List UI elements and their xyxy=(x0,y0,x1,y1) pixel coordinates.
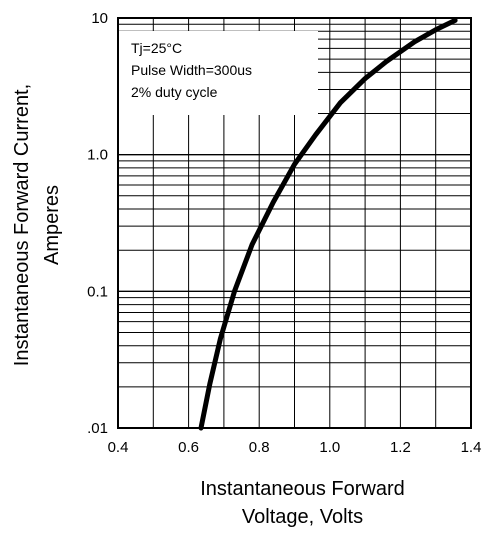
series-line-0 xyxy=(198,17,458,431)
x-tick-label: 1.0 xyxy=(319,439,340,456)
x-axis-title: Instantaneous Forward xyxy=(200,478,405,500)
y-tick-label: 1.0 xyxy=(87,147,108,164)
x-axis-title: Voltage, Volts xyxy=(242,506,363,528)
y-tick-label: 0.1 xyxy=(87,283,108,300)
x-tick-label: 1.2 xyxy=(390,439,411,456)
y-axis-title: Instantaneous Forward Current, xyxy=(11,84,33,366)
y-tick-label: 10 xyxy=(91,10,108,27)
x-tick-label: 1.4 xyxy=(461,439,482,456)
x-tick-label: 0.8 xyxy=(249,439,270,456)
y-tick-label: .01 xyxy=(87,420,108,437)
plot-frame xyxy=(117,17,472,429)
series-layer xyxy=(198,17,458,431)
annotation-line: Tj=25°C xyxy=(131,40,182,56)
x-tick-label: 0.4 xyxy=(108,439,129,456)
axis-titles: Instantaneous Forward Voltage, Volts Insta… xyxy=(11,84,405,528)
annotation-line: 2% duty cycle xyxy=(131,84,218,100)
annotation-line: Pulse Width=300us xyxy=(131,62,252,78)
x-tick-label: 0.6 xyxy=(178,439,199,456)
y-axis-title: Amperes xyxy=(41,185,63,265)
x-tick-labels: 0.4 0.6 0.8 1.0 1.2 1.4 xyxy=(108,439,482,456)
y-tick-labels: .01 0.1 1.0 10 xyxy=(87,10,108,437)
annotation-box xyxy=(118,31,318,115)
annotation-layer: Tj=25°C Pulse Width=300us 2% duty cycle xyxy=(131,40,252,100)
